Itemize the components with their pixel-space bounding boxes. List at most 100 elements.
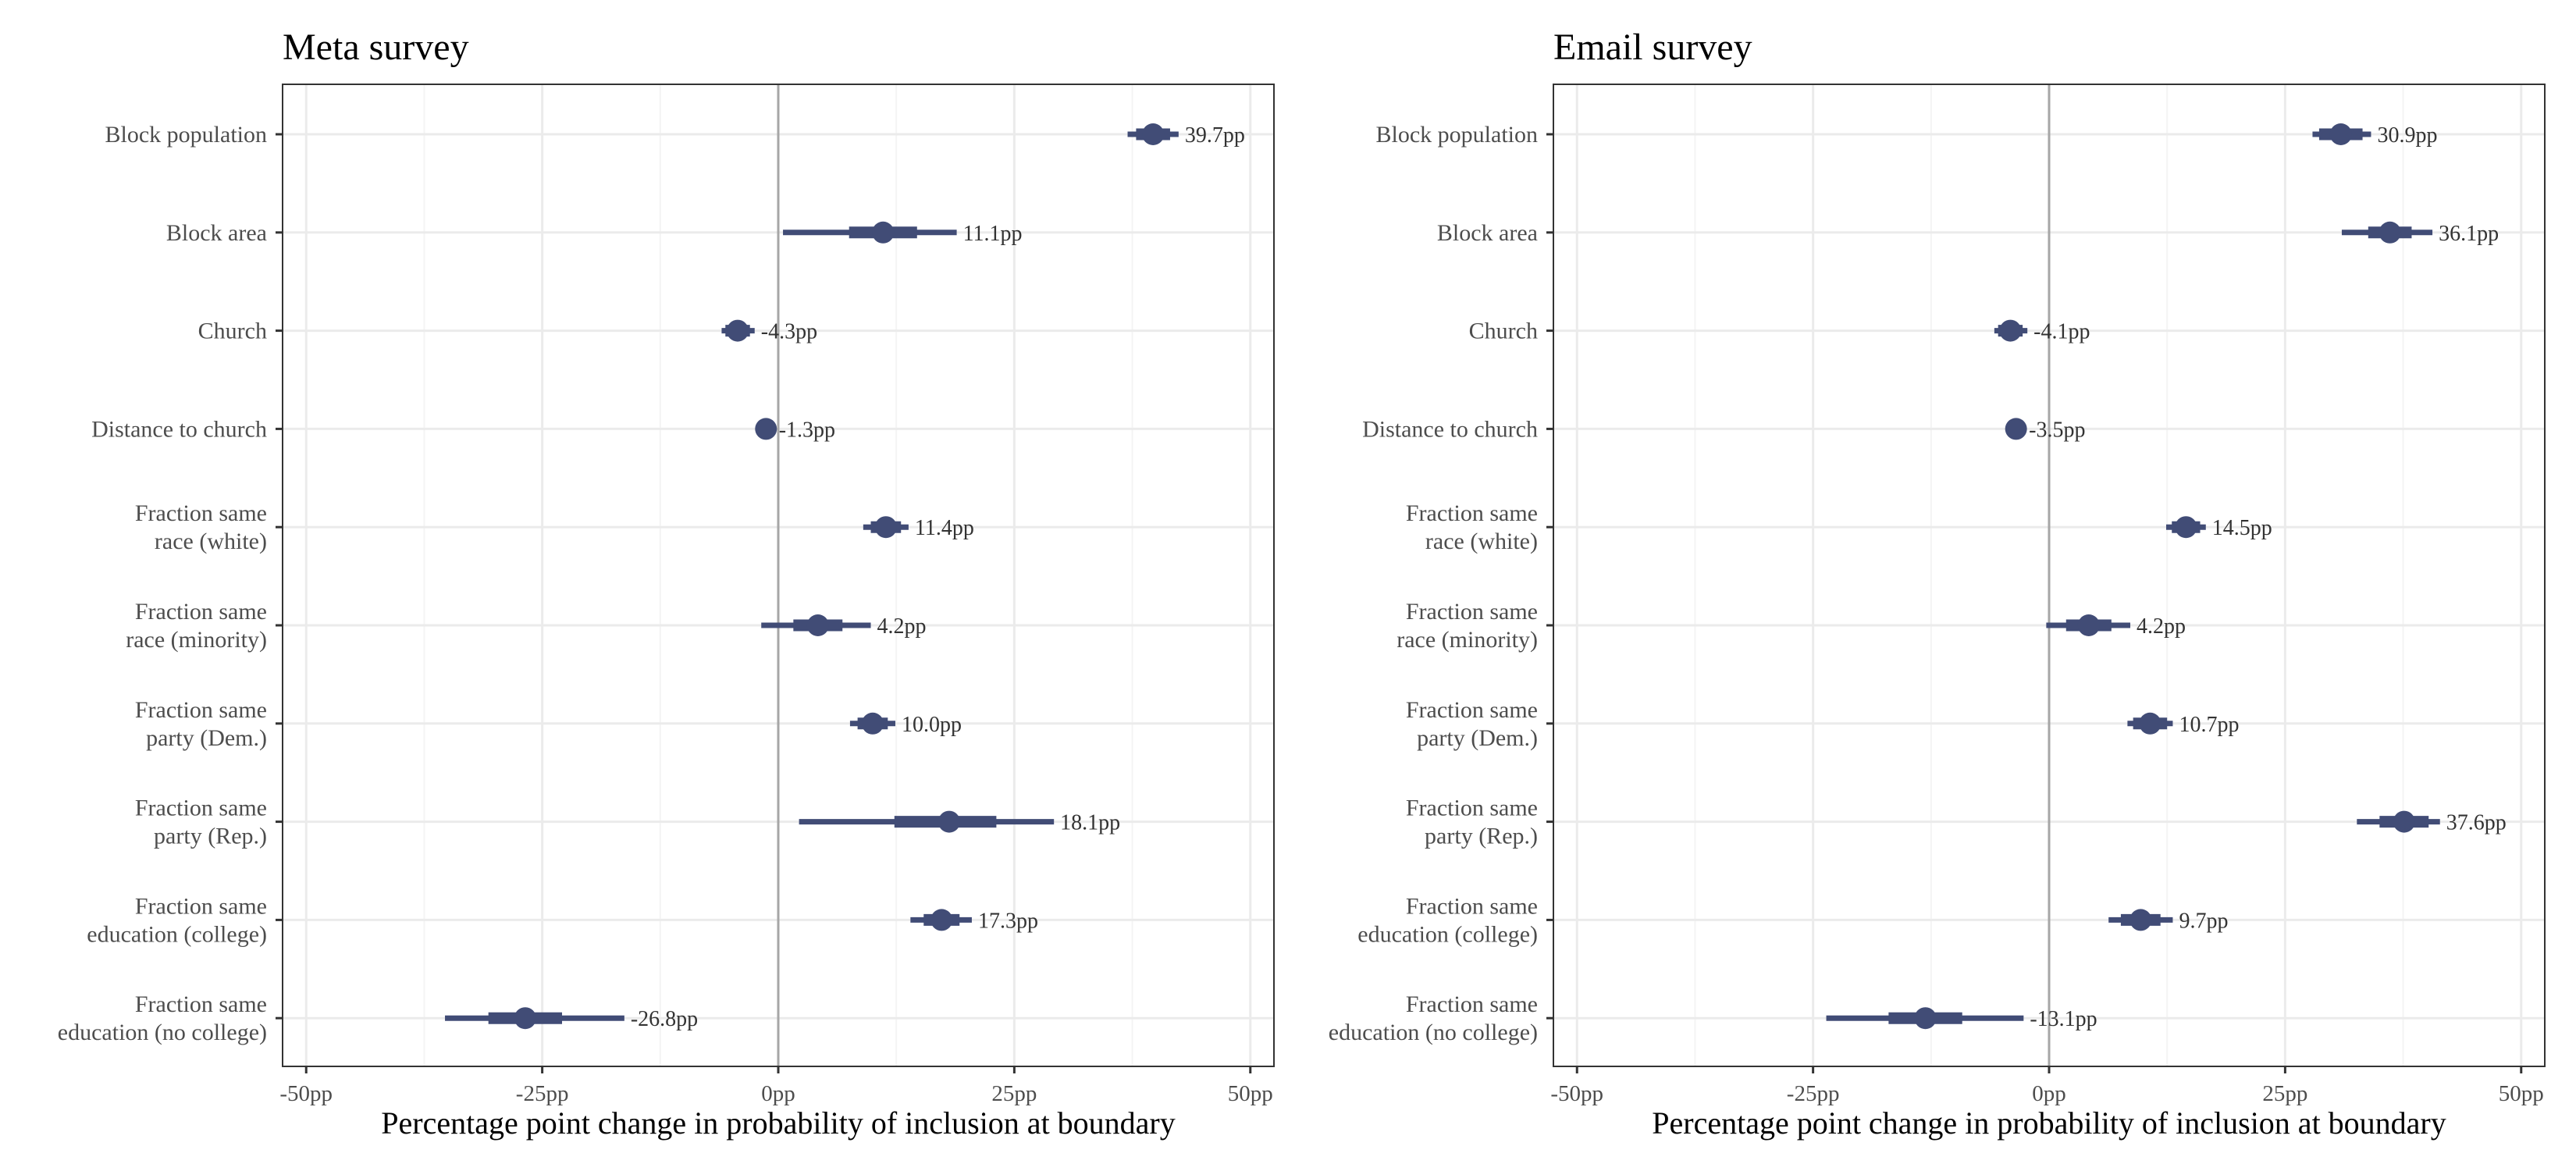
panel-2-point-1 [2329,123,2352,145]
panel-2-x-tick-label: 50pp [2499,1081,2544,1106]
category-label-line: Fraction same [135,991,267,1017]
category-label-line: race (white) [1425,529,1538,554]
category-label-line: Fraction same [135,500,267,526]
category-label-line: party (Dem.) [1417,725,1538,751]
panel-1-point-2 [872,221,895,244]
panel-2-value-label-3: -4.1pp [2033,320,2090,344]
panel-1-point-6 [806,614,829,636]
panel-2-category-label-3: Church [1469,319,1538,344]
panel-2-title: Email survey [1553,27,1752,68]
panel-1-value-label-4: -1.3pp [779,418,835,442]
panel-1-category-label-8: Fraction same party (Rep.) [135,795,267,849]
category-label-line: Fraction same [135,599,267,625]
panel-2-point-4 [2005,418,2027,440]
panel-1-value-label-3: -4.3pp [761,320,817,344]
category-label-line: Fraction same [1406,795,1538,821]
category-label-line: Fraction same [135,795,267,821]
panel-2-value-label-9: 9.7pp [2179,909,2228,933]
panel-1-point-7 [861,712,884,735]
panel-2-value-label-2: 36.1pp [2439,222,2499,246]
panel-2-category-label-5: Fraction same race (white) [1406,500,1538,554]
category-label-line: party (Rep.) [154,824,267,849]
panel-1-x-tick-label: -25pp [516,1081,569,1106]
panel-1-point-1 [1142,123,1165,145]
panel-2: 30.9pp Block population 36.1pp Block area -4… [1329,27,2546,1141]
panel-1-category-label-4: Distance to church [91,416,267,442]
panel-2-x-tick-label: 0pp [2032,1081,2066,1106]
panel-1: 39.7pp Block population 11.1pp Block area -4… [58,27,1275,1141]
panel-2-value-label-10: -13.1pp [2030,1007,2097,1031]
category-label-line: education (college) [87,921,267,947]
category-label-line: Fraction same [1406,697,1538,723]
panel-1-value-label-1: 39.7pp [1185,123,1245,148]
panel-2-category-label-2: Block area [1437,220,1538,246]
panel-1-category-label-5: Fraction same race (white) [135,500,267,554]
panel-1-category-label-10: Fraction same education (no college) [58,991,267,1045]
panel-2-point-3 [1999,319,2022,342]
panel-1-title: Meta survey [283,27,469,68]
category-label-line: Fraction same [1406,500,1538,526]
panel-1-value-label-7: 10.0pp [902,713,962,737]
panel-1-point-9 [930,909,953,931]
category-label-line: education (college) [1357,921,1538,947]
panel-2-category-label-8: Fraction same party (Rep.) [1406,795,1538,849]
panel-1-point-5 [874,516,897,539]
panel-1-category-label-6: Fraction same race (minority) [126,599,267,653]
panel-2-value-label-7: 10.7pp [2179,713,2239,737]
panel-2-value-label-5: 14.5pp [2212,516,2272,540]
category-label-line: Fraction same [1406,991,1538,1017]
panel-2-x-tick-label: -25pp [1787,1081,1840,1106]
category-label-line: race (white) [155,529,267,554]
panel-1-x-axis-title: Percentage point change in probability o… [381,1105,1176,1141]
panel-2-point-10 [1914,1007,1937,1030]
panel-1-x-tick-label: -50pp [279,1081,333,1106]
panel-1-category-label-2: Block area [166,220,267,246]
panel-2-point-5 [2175,516,2197,539]
panel-1-x-tick-label: 25pp [991,1081,1037,1106]
category-label-line: Fraction same [135,697,267,723]
panel-1-point-3 [726,319,749,342]
category-label-line: race (minority) [1397,627,1538,653]
panel-1-point-8 [938,810,960,833]
panel-2-point-2 [2379,221,2401,244]
category-label-line: party (Dem.) [146,725,267,751]
panel-2-point-6 [2077,614,2100,636]
panel-2-category-label-1: Block population [1376,122,1538,148]
panel-2-value-label-1: 30.9pp [2377,123,2437,148]
panel-2-category-label-9: Fraction same education (college) [1357,893,1538,947]
panel-2-x-tick-label: -50pp [1550,1081,1603,1106]
panel-1-x-tick-label: 0pp [761,1081,795,1106]
panel-1-point-4 [755,418,777,440]
panel-1-border [282,84,1275,1067]
panel-1-value-label-8: 18.1pp [1060,811,1120,835]
panel-2-value-label-8: 37.6pp [2446,811,2507,835]
panel-1-category-label-3: Church [198,319,267,344]
panel-2-border [1553,84,2546,1067]
category-label-line: party (Rep.) [1425,824,1538,849]
category-label-line: education (no college) [1329,1020,1538,1045]
panel-2-value-label-4: -3.5pp [2029,418,2085,442]
panel-1-point-10 [514,1007,536,1030]
panel-1-category-label-9: Fraction same education (college) [87,893,267,947]
panel-1-value-label-2: 11.1pp [963,222,1023,246]
category-label-line: Fraction same [1406,893,1538,919]
panel-2-value-label-6: 4.2pp [2137,614,2186,639]
category-label-line: Fraction same [1406,599,1538,625]
category-label-line: Fraction same [135,893,267,919]
panel-1-value-label-9: 17.3pp [978,909,1038,933]
panel-2-x-axis-title: Percentage point change in probability o… [1652,1105,2446,1141]
panel-2-point-7 [2139,712,2161,735]
panel-2-category-label-6: Fraction same race (minority) [1397,599,1538,653]
panel-2-x-tick-label: 25pp [2262,1081,2307,1106]
panel-2-category-label-10: Fraction same education (no college) [1329,991,1538,1045]
panel-1-value-label-5: 11.4pp [915,516,974,540]
category-label-line: education (no college) [58,1020,267,1045]
panel-1-value-label-6: 4.2pp [877,614,927,639]
panel-2-category-label-4: Distance to church [1362,416,1538,442]
panel-1-category-label-1: Block population [105,122,267,148]
category-label-line: race (minority) [126,627,267,653]
panel-1-category-label-7: Fraction same party (Dem.) [135,697,267,751]
panel-1-value-label-10: -26.8pp [631,1007,698,1031]
panel-2-point-9 [2129,909,2152,931]
